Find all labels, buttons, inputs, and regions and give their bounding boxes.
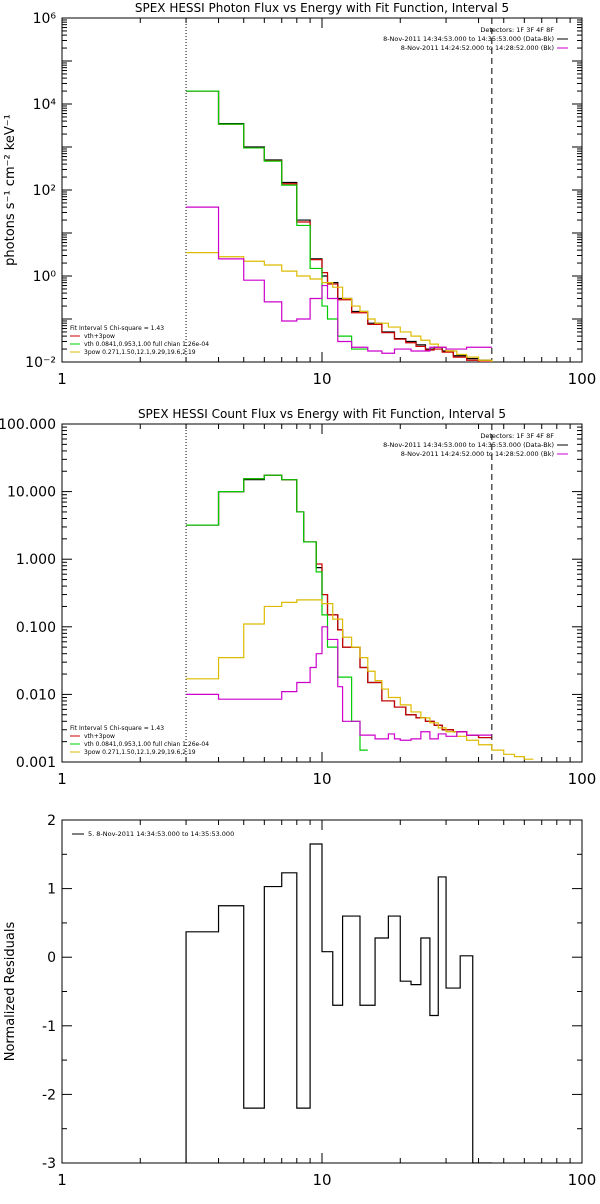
series-line-5 bbox=[186, 206, 492, 354]
y-tick-label: 1.000 bbox=[16, 552, 56, 568]
y-axis-label: photons s⁻¹ cm⁻² keV⁻¹ bbox=[3, 114, 18, 266]
series-line-4 bbox=[186, 599, 534, 760]
legend-bottom-text: Fit Interval 5 Chi-square = 1.43 bbox=[70, 725, 164, 732]
x-tick-label: 100 bbox=[568, 1171, 597, 1189]
series-line-2 bbox=[186, 474, 492, 739]
y-tick-label: 0.010 bbox=[16, 687, 56, 703]
x-tick-label: 1 bbox=[57, 770, 67, 788]
y-tick-label: 0 bbox=[47, 950, 56, 966]
legend-bottom-text: vth+3pow bbox=[84, 733, 115, 740]
x-tick-label: 100 bbox=[568, 370, 597, 388]
series-line-1 bbox=[186, 90, 492, 361]
x-tick-label: 1 bbox=[57, 370, 67, 388]
series-line-1 bbox=[185, 843, 492, 1163]
chart-panel-3: Normalized Residuals 1 10 100 -3 -2 -1 0 1 2 5. 8-… bbox=[3, 813, 596, 1189]
chart-title: SPEX HESSI Count Flux vs Energy with Fit… bbox=[138, 407, 506, 421]
chart-panel-1: SPEX HESSI Photon Flux vs Energy with Fi… bbox=[3, 1, 596, 388]
y-tick-label: -1 bbox=[42, 1019, 56, 1035]
series-group bbox=[185, 843, 492, 1163]
legend-bottom-text: 3pow 0.271,1.50,12.1,9.29,19.6,2.19 bbox=[84, 349, 196, 356]
series-group bbox=[186, 90, 493, 362]
legend-top-text: 8-Nov-2011 14:24:52.000 to 14:28:52.000 … bbox=[401, 44, 554, 52]
y-tick-label: 10⁴ bbox=[33, 97, 57, 113]
y-tick-label: 2 bbox=[47, 813, 56, 829]
legend-top-text: Detectors: 1F 3F 4F 8F bbox=[480, 432, 554, 440]
legend-top-text: Detectors: 1F 3F 4F 8F bbox=[480, 26, 554, 34]
series-line-5 bbox=[186, 626, 492, 741]
legend-top-text: 8-Nov-2011 14:34:53.000 to 14:35:53.000 … bbox=[383, 35, 554, 43]
y-tick-label: 1 bbox=[47, 882, 56, 898]
y-tick-label: 10.000 bbox=[7, 485, 56, 501]
legend-top-text: 8-Nov-2011 14:34:53.000 to 14:35:53.000 … bbox=[383, 441, 554, 449]
y-tick-label: 0.100 bbox=[16, 620, 56, 636]
y-tick-label: 10² bbox=[33, 183, 56, 199]
legend-series-text: 5. 8-Nov-2011 14:34:53.000 to 14:35:53.0… bbox=[88, 830, 234, 838]
series-line-2 bbox=[186, 90, 492, 362]
x-tick-label: 10 bbox=[312, 770, 331, 788]
series-line-3 bbox=[186, 90, 368, 350]
y-tick-label: -2 bbox=[42, 1087, 56, 1103]
plot-frame bbox=[61, 17, 583, 363]
legend-bottom-text: vth+3pow bbox=[84, 333, 115, 340]
legend-top-text: 8-Nov-2011 14:24:52.000 to 14:28:52.000 … bbox=[401, 450, 554, 458]
legend-bottom-text: 3pow 0.271,1.50,12.1,9.29,19.6,2.19 bbox=[84, 749, 196, 756]
chart-title: SPEX HESSI Photon Flux vs Energy with Fi… bbox=[135, 1, 509, 15]
series-group bbox=[186, 474, 534, 760]
x-tick-label: 1 bbox=[57, 1171, 67, 1189]
y-tick-label: 100.000 bbox=[0, 417, 56, 433]
legend-bottom-text: vth 0.0841,0.953,1.00 full chian 1.26e-0… bbox=[84, 741, 209, 748]
y-tick-label: 0.001 bbox=[16, 755, 56, 771]
x-tick-label: 10 bbox=[312, 1171, 331, 1189]
series-line-1 bbox=[186, 474, 492, 739]
legend-bottom-text: vth 0.0841,0.953,1.00 full chian 1.26e-0… bbox=[84, 341, 209, 348]
x-tick-label: 10 bbox=[312, 370, 331, 388]
series-line-4 bbox=[186, 252, 493, 362]
y-tick-label: 10⁶ bbox=[33, 11, 57, 27]
y-tick-label: 10⁻² bbox=[25, 355, 56, 371]
legend-bottom-text: Fit Interval 5 Chi-square = 1.43 bbox=[70, 325, 164, 332]
y-axis-label: Normalized Residuals bbox=[3, 922, 18, 1062]
series-line-3 bbox=[186, 474, 368, 751]
y-tick-label: 10⁰ bbox=[33, 269, 57, 285]
y-tick-label: -3 bbox=[42, 1156, 56, 1172]
x-tick-label: 100 bbox=[568, 770, 597, 788]
chart-panel-2: SPEX HESSI Count Flux vs Energy with Fit… bbox=[0, 407, 596, 788]
